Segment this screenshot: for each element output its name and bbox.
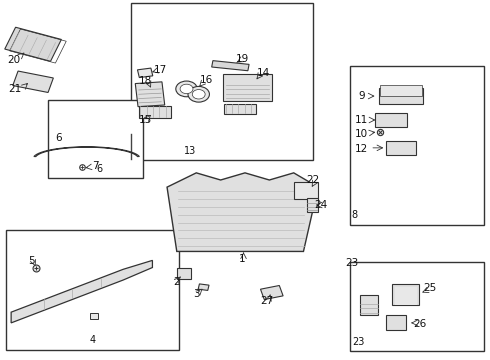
Text: 15: 15 <box>139 115 152 125</box>
Text: 20: 20 <box>7 55 20 65</box>
Polygon shape <box>386 315 406 330</box>
Polygon shape <box>375 113 407 127</box>
Circle shape <box>176 81 197 97</box>
Polygon shape <box>223 74 272 100</box>
Polygon shape <box>167 173 318 251</box>
Text: 7: 7 <box>92 161 98 171</box>
Polygon shape <box>380 85 421 96</box>
Text: 21: 21 <box>8 84 22 94</box>
Polygon shape <box>392 284 419 305</box>
Text: 4: 4 <box>89 335 95 345</box>
Text: 5: 5 <box>28 256 35 266</box>
Circle shape <box>192 90 205 99</box>
Polygon shape <box>360 295 378 315</box>
Text: 25: 25 <box>423 283 437 293</box>
Text: 14: 14 <box>257 68 270 78</box>
Text: 19: 19 <box>236 54 249 64</box>
Text: 12: 12 <box>354 144 368 154</box>
Text: 22: 22 <box>307 175 320 185</box>
Bar <box>350 66 484 225</box>
Polygon shape <box>294 182 318 199</box>
Bar <box>350 262 484 351</box>
Text: 10: 10 <box>354 129 368 139</box>
Polygon shape <box>5 27 61 61</box>
Polygon shape <box>177 268 192 279</box>
Circle shape <box>188 86 209 102</box>
Polygon shape <box>224 104 256 113</box>
Bar <box>6 230 179 350</box>
Text: 17: 17 <box>154 65 168 75</box>
Polygon shape <box>386 141 416 155</box>
Text: 3: 3 <box>193 289 199 298</box>
Text: 8: 8 <box>351 210 357 220</box>
Text: 16: 16 <box>199 75 213 85</box>
Circle shape <box>180 84 193 94</box>
Text: 23: 23 <box>345 258 359 268</box>
Text: 13: 13 <box>184 146 196 156</box>
Text: 24: 24 <box>314 200 327 210</box>
Polygon shape <box>395 287 417 305</box>
Polygon shape <box>11 260 152 323</box>
Text: 18: 18 <box>139 76 152 86</box>
Polygon shape <box>379 88 423 104</box>
Polygon shape <box>307 198 318 212</box>
Bar <box>48 100 143 178</box>
Text: 2: 2 <box>173 277 180 287</box>
Polygon shape <box>139 107 171 118</box>
Text: 6: 6 <box>55 133 62 143</box>
Text: 6: 6 <box>97 163 102 174</box>
Polygon shape <box>13 71 53 93</box>
Polygon shape <box>212 60 249 71</box>
Polygon shape <box>138 68 153 77</box>
Polygon shape <box>90 312 98 319</box>
Text: 9: 9 <box>359 91 365 101</box>
Text: 23: 23 <box>352 337 365 347</box>
Polygon shape <box>34 147 140 157</box>
Bar <box>130 3 313 160</box>
Text: 11: 11 <box>354 115 368 125</box>
Text: 1: 1 <box>239 254 246 264</box>
Text: 27: 27 <box>260 296 273 306</box>
Polygon shape <box>198 284 209 291</box>
Text: 26: 26 <box>413 319 426 329</box>
Polygon shape <box>261 285 283 300</box>
Polygon shape <box>135 82 165 107</box>
